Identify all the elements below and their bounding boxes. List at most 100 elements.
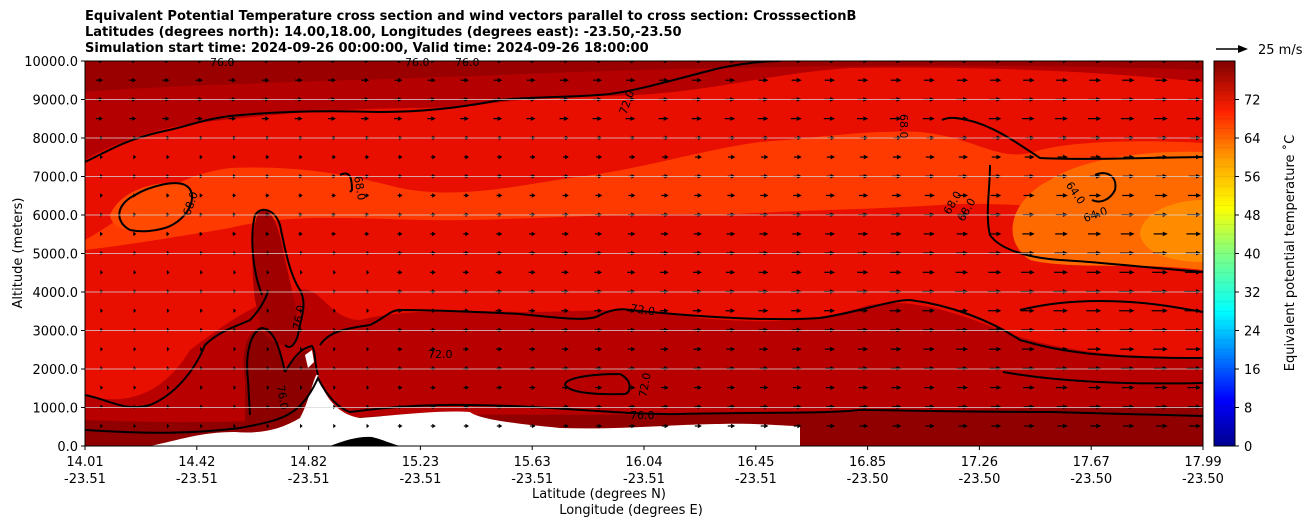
wind-vector-head: [233, 327, 237, 333]
x-tick-label-latitude: 14.01: [66, 455, 103, 470]
colorbar-tick-label: 48: [1244, 209, 1261, 224]
contour-68-mid: [1019, 299, 1203, 313]
wind-vector-head: [664, 385, 669, 390]
wind-vector-head: [1162, 154, 1168, 160]
wind-vector-head: [231, 116, 237, 121]
wind-vector-head: [564, 327, 569, 333]
wind-vector-head: [531, 327, 536, 333]
wind-vector-head: [796, 346, 802, 352]
wind-vector-head: [200, 366, 203, 371]
wind-vector-head: [133, 366, 137, 371]
wind-vector-head: [896, 61, 902, 64]
colorbar-tick-label: 8: [1244, 402, 1252, 417]
wind-vector-head: [1162, 77, 1168, 83]
wind-vector-head: [200, 327, 203, 333]
wind-vector-head: [1196, 423, 1201, 429]
wind-vector-head: [366, 270, 370, 275]
wind-vector-head: [1162, 366, 1168, 371]
wind-vector-head: [100, 327, 103, 333]
wind-vector-head: [299, 231, 303, 237]
wind-vector-head: [597, 270, 603, 275]
wind-vector-head: [98, 116, 103, 121]
wind-vector-head: [663, 61, 669, 64]
wind-vector-head: [1196, 77, 1201, 83]
quiver-key: 25 m/s: [1216, 43, 1303, 58]
wind-vector-head: [697, 270, 702, 275]
colorbar: 0 8 16 24 32 40 48 56 64 72 Equivalent potential …: [1213, 60, 1298, 455]
wind-vector-head: [299, 193, 303, 198]
wind-vector-head: [1129, 385, 1135, 390]
wind-vector-head: [100, 423, 103, 429]
wind-vector-head: [1162, 116, 1168, 121]
wind-vector-head: [797, 193, 802, 198]
wind-vector-head: [266, 308, 270, 314]
wind-vector-head: [630, 77, 636, 83]
wind-vector-head: [963, 308, 969, 314]
wind-vector-head: [432, 423, 436, 429]
contour-label: 68.0: [897, 114, 910, 139]
wind-vector-head: [664, 231, 669, 237]
wind-vector-head: [796, 366, 802, 371]
wind-vector-head: [664, 366, 669, 371]
y-tick-label: 0.0: [57, 440, 78, 455]
wind-vector-head: [830, 327, 835, 333]
wind-vector-head: [132, 77, 137, 83]
y-tick-label: 3000.0: [33, 325, 79, 340]
wind-vector-head: [1029, 270, 1035, 275]
wind-vector-head: [1196, 231, 1201, 237]
wind-vector-head: [100, 346, 103, 352]
wind-vector-head: [1029, 346, 1035, 352]
wind-vector-head: [364, 116, 370, 121]
wind-vector-head: [630, 308, 636, 314]
colorbar-tick-label: 24: [1244, 325, 1261, 340]
wind-vector-head: [564, 385, 569, 390]
colorbar-tick-label: 40: [1244, 248, 1261, 263]
wind-vector-head: [198, 77, 203, 83]
wind-vector-head: [398, 327, 403, 333]
wind-vector-head: [1062, 327, 1068, 333]
wind-vector-head: [497, 116, 503, 121]
wind-vector-head: [697, 423, 702, 429]
wind-vector-head: [364, 61, 370, 64]
wind-vector-head: [431, 61, 436, 64]
wind-vector-head: [896, 327, 902, 333]
wind-vector-head: [863, 193, 869, 198]
wind-vector-head: [1096, 154, 1102, 160]
wind-vector-head: [132, 61, 137, 64]
wind-vector-head: [399, 423, 403, 429]
wind-vector-head: [1029, 308, 1035, 314]
colorbar-tick-label: 72: [1244, 94, 1261, 109]
wind-vector-head: [366, 423, 370, 429]
contour-72-bottom-right: [1002, 371, 1203, 385]
wind-vector-head: [1196, 366, 1201, 371]
wind-vector-head: [763, 231, 769, 237]
wind-vector-head: [1029, 385, 1035, 390]
wind-vector-head: [796, 231, 802, 237]
wind-vector-head: [996, 270, 1002, 275]
wind-vector-head: [497, 77, 503, 83]
wind-vector-head: [432, 154, 436, 160]
wind-vector-head: [165, 61, 170, 64]
wind-vector-head: [598, 423, 603, 429]
wind-vector-head: [830, 61, 835, 64]
wind-vector-head: [498, 270, 503, 275]
wind-vector-head: [664, 346, 669, 352]
wind-vector-head: [398, 61, 403, 64]
wind-vector-head: [1162, 346, 1168, 352]
wind-vector-head: [631, 193, 636, 198]
wind-vector-head: [1029, 423, 1035, 429]
wind-vector-head: [996, 231, 1002, 237]
wind-vector-head: [730, 423, 736, 429]
wind-vector-head: [1129, 193, 1135, 198]
wind-vector-head: [896, 231, 902, 237]
wind-vector-head: [233, 366, 237, 371]
wind-vector-head: [664, 270, 669, 275]
wind-vector-head: [996, 366, 1002, 371]
wind-vector-head: [565, 154, 569, 160]
colorbar-tick-label: 32: [1244, 286, 1261, 301]
wind-vector-head: [531, 308, 536, 314]
wind-vector-head: [863, 154, 869, 160]
wind-vector-head: [431, 308, 436, 314]
wind-vector-head: [1162, 231, 1168, 237]
wind-vector-head: [697, 61, 702, 64]
